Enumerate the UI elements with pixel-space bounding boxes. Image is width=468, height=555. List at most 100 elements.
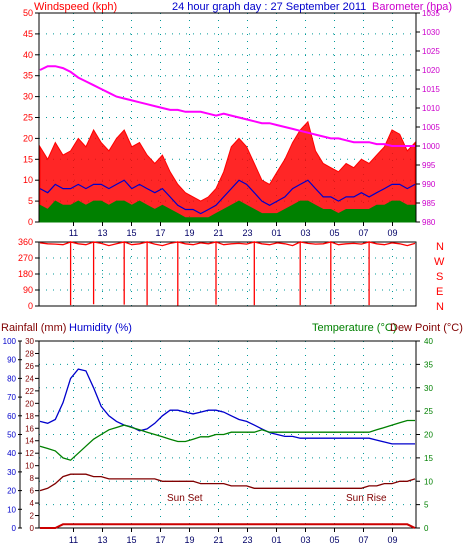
wind-left-tick-label: 50 [23,8,33,18]
wind-x-tick-label: 05 [329,228,339,238]
rainfall-title: Rainfall (mm) [1,322,66,334]
sunset-label: Sun Set [167,493,203,504]
rainfall-tick-label: 22 [25,387,34,396]
barometer-right-tick-label: 1035 [422,9,440,18]
barometer-right-tick-label: 980 [422,218,436,227]
wind-x-tick-label: 15 [126,228,136,238]
wind-left-tick-label: 5 [28,196,33,206]
barometer-right-tick-label: 1015 [422,85,440,94]
lower-x-tick-label: 09 [387,535,397,545]
wind-low-area [39,200,416,223]
rainfall-tick-label: 4 [30,499,35,508]
barometer-right-tick-label: 990 [422,180,436,189]
lower-x-tick-label: 17 [155,535,165,545]
rainfall-tick-label: 10 [25,462,34,471]
humidity-axis: 0 10 20 30 40 50 60 70 80 90 100 [3,337,22,533]
rainfall-tick-label: 12 [25,449,34,458]
wind-x-tick-label: 07 [358,228,368,238]
direction-left-tick-label: 270 [18,253,33,263]
wind-x-axis: 11 13 15 17 19 21 23 01 03 05 07 09 [69,222,398,238]
compass-w: W [434,256,445,268]
rainfall-tick-label: 16 [25,424,34,433]
compass-e: E [436,286,443,298]
temperature-tick-label: 40 [424,337,433,346]
compass-s: S [436,271,443,283]
rainfall-tick-label: 20 [25,399,34,408]
rainfall-tick-label: 28 [25,349,34,358]
rainfall-tick-label: 30 [25,337,34,346]
rainfall-tick-label: 6 [30,487,35,496]
wind-left-tick-label: 40 [23,50,33,60]
barometer-right-tick-label: 1000 [422,142,440,151]
lower-x-tick-label: 15 [126,535,136,545]
barometer-line [39,65,415,147]
temperature-line [39,419,415,461]
humidity-tick-label: 60 [7,412,16,421]
wind-x-tick-label: 21 [213,228,223,238]
rainfall-tick-label: 24 [25,374,34,383]
compass-n-top: N [436,241,444,253]
temperature-tick-label: 0 [424,524,429,533]
humidity-tick-label: 100 [3,337,17,346]
humidity-tick-label: 80 [7,374,16,383]
wind-gust-area [39,120,416,223]
lower-x-tick-label: 23 [242,535,252,545]
wind-x-tick-label: 09 [387,228,397,238]
wind-x-tick-label: 01 [271,228,281,238]
barometer-right-tick-label: 1005 [422,123,440,132]
barometer-right-axis: 980 985 990 995 1000 1005 1010 1015 1020 1025 1030… [416,9,440,227]
humidity-tick-label: 0 [12,524,17,533]
rainfall-tick-label: 14 [25,437,34,446]
wind-left-tick-label: 15 [23,154,33,164]
dewpoint-title: Dew Point (°C) [390,322,463,334]
rainfall-tick-label: 18 [25,412,34,421]
sunrise-label: Sun Rise [346,493,387,504]
wind-x-tick-label: 13 [97,228,107,238]
barometer-right-tick-label: 985 [422,199,436,208]
rainfall-tick-label: 0 [30,524,35,533]
humidity-tick-label: 90 [7,356,16,365]
direction-left-tick-label: 360 [18,237,33,247]
lower-x-tick-label: 11 [69,535,78,545]
lower-x-tick-label: 21 [213,535,223,545]
wind-x-tick-label: 11 [69,228,78,238]
barometer-right-tick-label: 1020 [422,66,440,75]
wind-left-tick-label: 10 [23,175,33,185]
direction-grid [39,242,416,306]
humidity-tick-label: 70 [7,393,16,402]
dewpoint-line [39,473,416,492]
lower-series [39,368,416,529]
wind-left-tick-label: 45 [23,29,33,39]
wind-left-tick-label: 35 [23,71,33,81]
temperature-tick-label: 15 [424,454,433,463]
direction-left-tick-label: 180 [18,269,33,279]
wind-avg-line [39,179,416,215]
wind-x-tick-label: 23 [242,228,252,238]
humidity-tick-label: 50 [7,431,16,440]
humidity-line [39,368,415,445]
direction-series [39,240,416,306]
temperature-tick-label: 20 [424,431,433,440]
wind-x-tick-label: 03 [300,228,310,238]
wind-x-tick-label: 19 [184,228,194,238]
barometer-title: Barometer (hpa) [372,1,452,13]
wind-series [39,65,416,223]
rainfall-tick-label: 2 [30,512,35,521]
lower-x-tick-label: 01 [271,535,281,545]
barometer-right-tick-label: 1010 [422,104,440,113]
lower-x-tick-label: 19 [184,535,194,545]
rainfall-line [40,523,416,529]
lower-x-tick-label: 05 [329,535,339,545]
temperature-axis: 0 5 10 15 20 25 30 35 40 [416,337,433,533]
temperature-tick-label: 5 [424,501,429,510]
humidity-title: Humidity (%) [69,322,132,334]
temperature-tick-label: 25 [424,407,433,416]
wind-x-tick-label: 17 [155,228,165,238]
humidity-tick-label: 40 [7,449,16,458]
wind-left-tick-label: 20 [23,133,33,143]
direction-left-tick-label: 90 [23,285,33,295]
temperature-title: Temperature (°C) [312,322,396,334]
windspeed-title: Windspeed (kph) [34,1,117,13]
